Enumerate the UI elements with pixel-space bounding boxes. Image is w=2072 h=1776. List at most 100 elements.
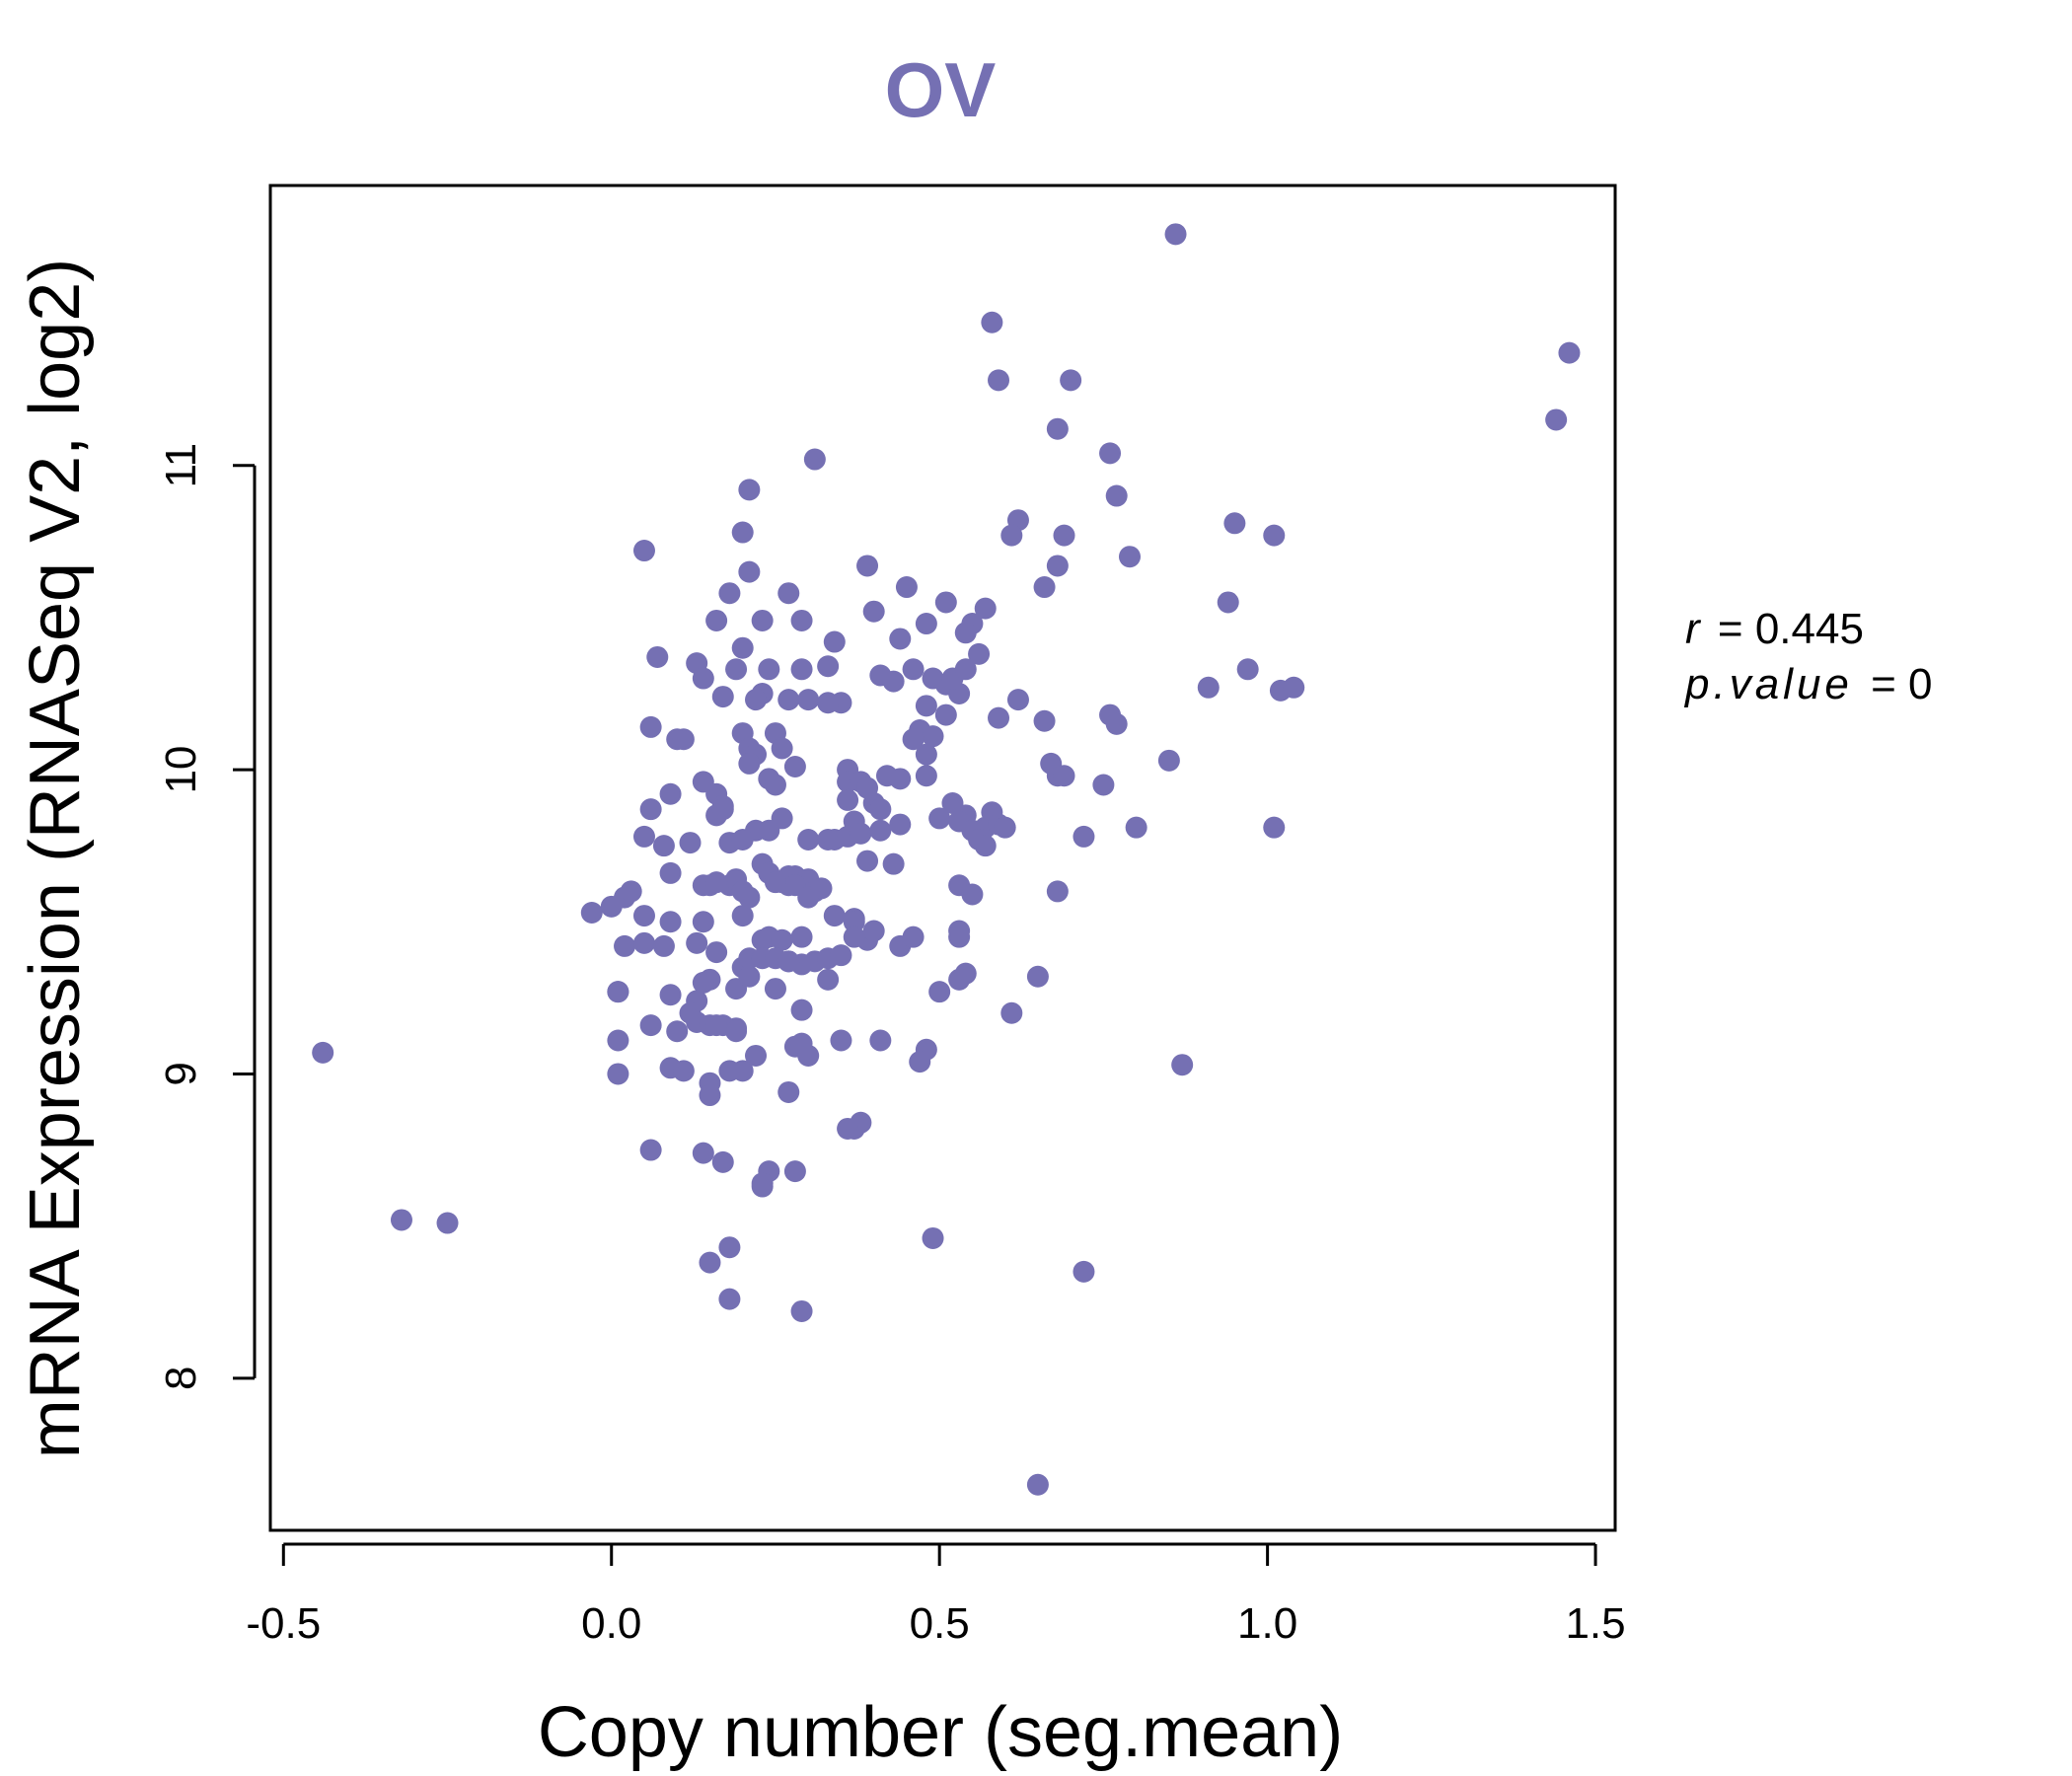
data-point [738, 886, 761, 909]
x-axis: -0.5 0.0 0.5 1.0 1.5 [246, 1542, 1626, 1648]
data-point [758, 819, 780, 842]
data-point [1171, 1054, 1194, 1076]
data-point [711, 686, 734, 708]
data-points [312, 223, 1581, 1496]
data-point [1197, 676, 1220, 699]
data-point [922, 1226, 944, 1249]
data-point [994, 816, 1016, 839]
data-point [390, 1209, 412, 1231]
data-point [312, 1041, 334, 1064]
data-point [810, 877, 833, 900]
data-point [692, 911, 714, 933]
data-point [731, 828, 754, 851]
data-point [436, 1212, 459, 1234]
data-point [705, 871, 728, 894]
data-point [751, 1172, 774, 1195]
data-point [692, 971, 714, 994]
data-point [1558, 341, 1581, 364]
r-symbol: r [1685, 605, 1702, 653]
data-point [738, 752, 761, 775]
data-point [718, 1288, 741, 1310]
data-point [1033, 709, 1056, 732]
data-point [580, 902, 603, 925]
data-point [632, 540, 655, 562]
data-point [790, 999, 813, 1021]
p-statistic: p.value = 0 [1683, 660, 1933, 708]
x-tick-label: 0.0 [581, 1599, 641, 1648]
data-point [928, 807, 951, 830]
data-point [790, 1299, 813, 1322]
data-point [1060, 369, 1082, 392]
data-point [843, 911, 865, 933]
y-tick-label: 8 [157, 1367, 205, 1390]
data-point [1105, 484, 1128, 507]
data-point [988, 369, 1010, 392]
data-point [915, 765, 937, 787]
data-point [659, 782, 682, 805]
data-point [915, 743, 937, 766]
data-point [738, 560, 761, 583]
data-point [1263, 816, 1286, 839]
data-point [745, 689, 768, 711]
data-point [856, 555, 879, 577]
data-point [988, 706, 1010, 729]
data-point [725, 1020, 748, 1043]
data-point [607, 1029, 629, 1052]
data-point [711, 798, 734, 821]
data-point [915, 695, 937, 717]
data-point [751, 609, 774, 631]
data-point [803, 448, 826, 471]
r-statistic: r = 0.445 [1685, 605, 1864, 653]
p-value: 0 [1908, 660, 1932, 708]
data-point [1217, 591, 1239, 614]
data-point [948, 968, 971, 991]
data-point [889, 628, 912, 650]
y-tick-label: 10 [157, 746, 205, 794]
x-tick-label: -0.5 [246, 1599, 321, 1648]
data-point [934, 591, 957, 614]
data-point [1283, 676, 1305, 699]
data-point [711, 1150, 734, 1173]
data-point [705, 941, 728, 964]
data-point [738, 965, 761, 988]
data-point [968, 642, 991, 665]
data-point [679, 832, 702, 854]
data-point [764, 978, 786, 1000]
data-point [672, 728, 695, 751]
data-point [790, 609, 813, 631]
data-point [692, 667, 714, 690]
data-point [837, 788, 859, 811]
data-point [1046, 417, 1069, 440]
data-point [1053, 524, 1075, 547]
data-point [646, 645, 669, 668]
data-point [632, 905, 655, 927]
data-point [1236, 658, 1259, 681]
data-point [692, 1142, 714, 1164]
data-point [1223, 512, 1246, 535]
data-point [1046, 880, 1069, 903]
data-point [837, 1117, 859, 1140]
data-point [961, 883, 984, 906]
r-value: 0.445 [1755, 605, 1864, 653]
data-point [1053, 765, 1075, 787]
data-point [639, 1014, 662, 1037]
data-point [699, 1251, 721, 1274]
data-point [895, 576, 918, 599]
data-point [614, 934, 636, 957]
data-point [817, 655, 840, 678]
data-point [639, 798, 662, 821]
data-point [817, 692, 840, 714]
data-point [790, 658, 813, 681]
data-point [1263, 524, 1286, 547]
data-point [948, 925, 971, 948]
stats-annotation: r = 0.445 p.value = 0 [1683, 605, 1933, 708]
data-point [862, 600, 885, 623]
data-point [705, 609, 728, 631]
data-point [679, 1001, 702, 1024]
data-point [771, 928, 793, 951]
data-point [1099, 442, 1122, 465]
p-symbol: p.value [1683, 660, 1853, 708]
data-point [902, 658, 925, 681]
data-point [954, 658, 977, 681]
